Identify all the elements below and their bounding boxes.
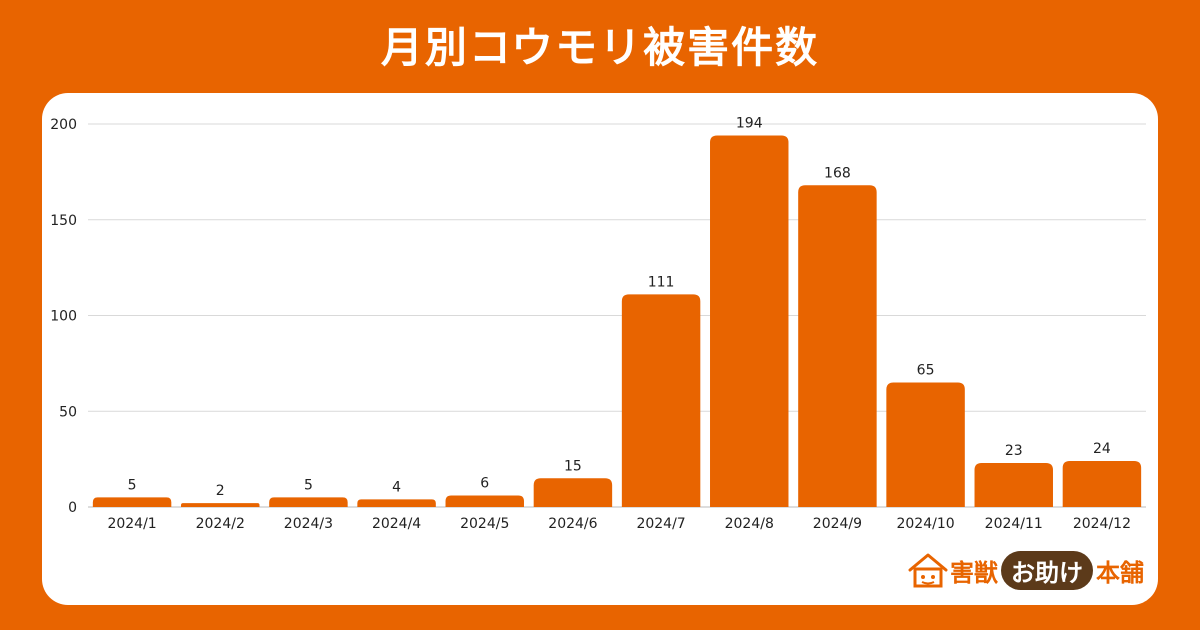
x-tick-label: 2024/1 <box>107 516 156 532</box>
x-tick-label: 2024/12 <box>1073 516 1131 532</box>
data-label: 5 <box>128 477 137 493</box>
data-label: 23 <box>1005 443 1023 459</box>
bar-2024/2 <box>181 503 260 507</box>
x-tick-label: 2024/11 <box>985 516 1043 532</box>
x-tick-label: 2024/3 <box>284 516 333 532</box>
x-tick-label: 2024/5 <box>460 516 509 532</box>
data-label: 65 <box>917 363 935 379</box>
y-tick-label: 200 <box>50 117 77 133</box>
bar-2024/4 <box>357 499 436 507</box>
data-label: 6 <box>480 476 489 492</box>
data-label: 15 <box>564 458 582 474</box>
data-labels: 5 2 5 4 6 15 111 194 168 65 23 24 <box>128 115 1111 499</box>
bar-2024/6 <box>533 478 613 507</box>
bar-2024/8 <box>710 135 789 508</box>
bar-2024/1 <box>92 497 172 507</box>
bar-2024/7 <box>621 294 701 507</box>
data-label: 24 <box>1093 441 1111 457</box>
y-tick-label: 50 <box>59 404 77 420</box>
bar-2024/9 <box>798 185 877 507</box>
logo-text-left: 害獣 <box>950 558 998 587</box>
y-tick-label: 0 <box>68 500 77 516</box>
x-tick-label: 2024/7 <box>636 516 685 532</box>
data-label: 5 <box>304 477 313 493</box>
logo-text-right: 本舗 <box>1096 558 1144 587</box>
x-tick-label: 2024/2 <box>196 516 245 532</box>
x-tick-label: 2024/6 <box>548 516 597 532</box>
y-tick-label: 150 <box>50 213 77 229</box>
logo-text-middle: お助け <box>1001 550 1093 590</box>
x-axis-ticks: 2024/1 2024/2 2024/3 2024/4 2024/5 2024/6 2024… <box>107 516 1131 532</box>
bar-2024/10 <box>886 382 965 507</box>
x-tick-label: 2024/10 <box>896 516 954 532</box>
data-label: 2 <box>216 483 225 499</box>
data-label: 4 <box>392 479 401 495</box>
x-tick-label: 2024/9 <box>813 516 862 532</box>
chart-title: 月別コウモリ被害件数 <box>380 23 820 72</box>
brand-logo: 害獣 お助け 本舗 <box>906 548 1144 592</box>
bar-2024/11 <box>974 462 1053 507</box>
y-axis-ticks: 0 50 100 150 200 <box>50 117 77 516</box>
bar-2024/12 <box>1062 461 1142 507</box>
house-icon <box>908 553 948 588</box>
data-label: 168 <box>824 165 851 181</box>
data-label: 194 <box>736 115 763 131</box>
bar-2024/3 <box>269 497 348 507</box>
data-label: 111 <box>648 274 675 290</box>
x-tick-label: 2024/8 <box>725 516 774 532</box>
x-tick-label: 2024/4 <box>372 516 421 532</box>
chart-panel <box>42 93 1158 605</box>
bar-2024/5 <box>445 495 524 507</box>
grid-lines <box>88 123 1146 508</box>
bars <box>92 135 1142 508</box>
y-tick-label: 100 <box>50 309 77 325</box>
